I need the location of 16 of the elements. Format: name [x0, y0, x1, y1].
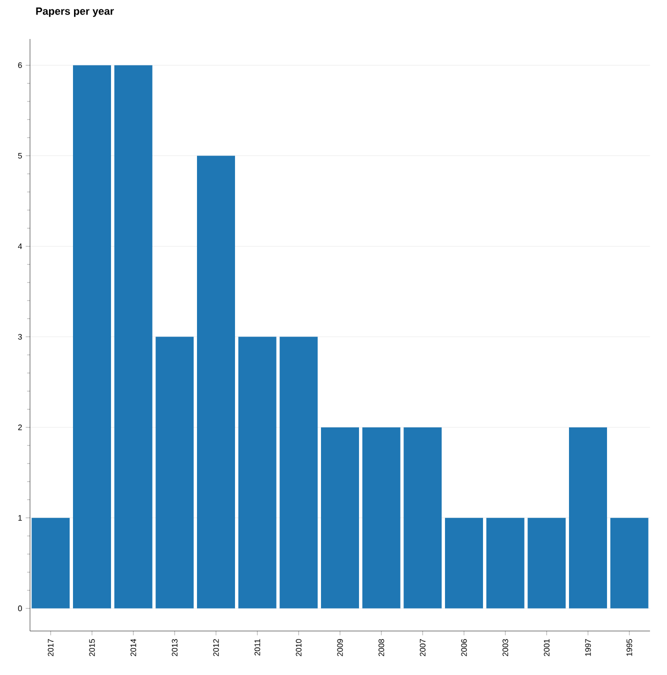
- bar: [72, 65, 112, 608]
- bar: [444, 518, 484, 608]
- bar: [486, 518, 524, 608]
- chart-title: Papers per year: [36, 8, 114, 17]
- bar: [610, 518, 648, 608]
- bar: [114, 65, 152, 608]
- bar: [528, 518, 566, 608]
- bar: [362, 427, 400, 608]
- bar: [280, 336, 318, 608]
- bar: [568, 427, 608, 608]
- bar: [404, 427, 442, 608]
- bar: [32, 518, 70, 608]
- bar: [156, 336, 194, 608]
- bar: [320, 427, 360, 608]
- bar: [196, 156, 236, 608]
- bar: [238, 336, 276, 608]
